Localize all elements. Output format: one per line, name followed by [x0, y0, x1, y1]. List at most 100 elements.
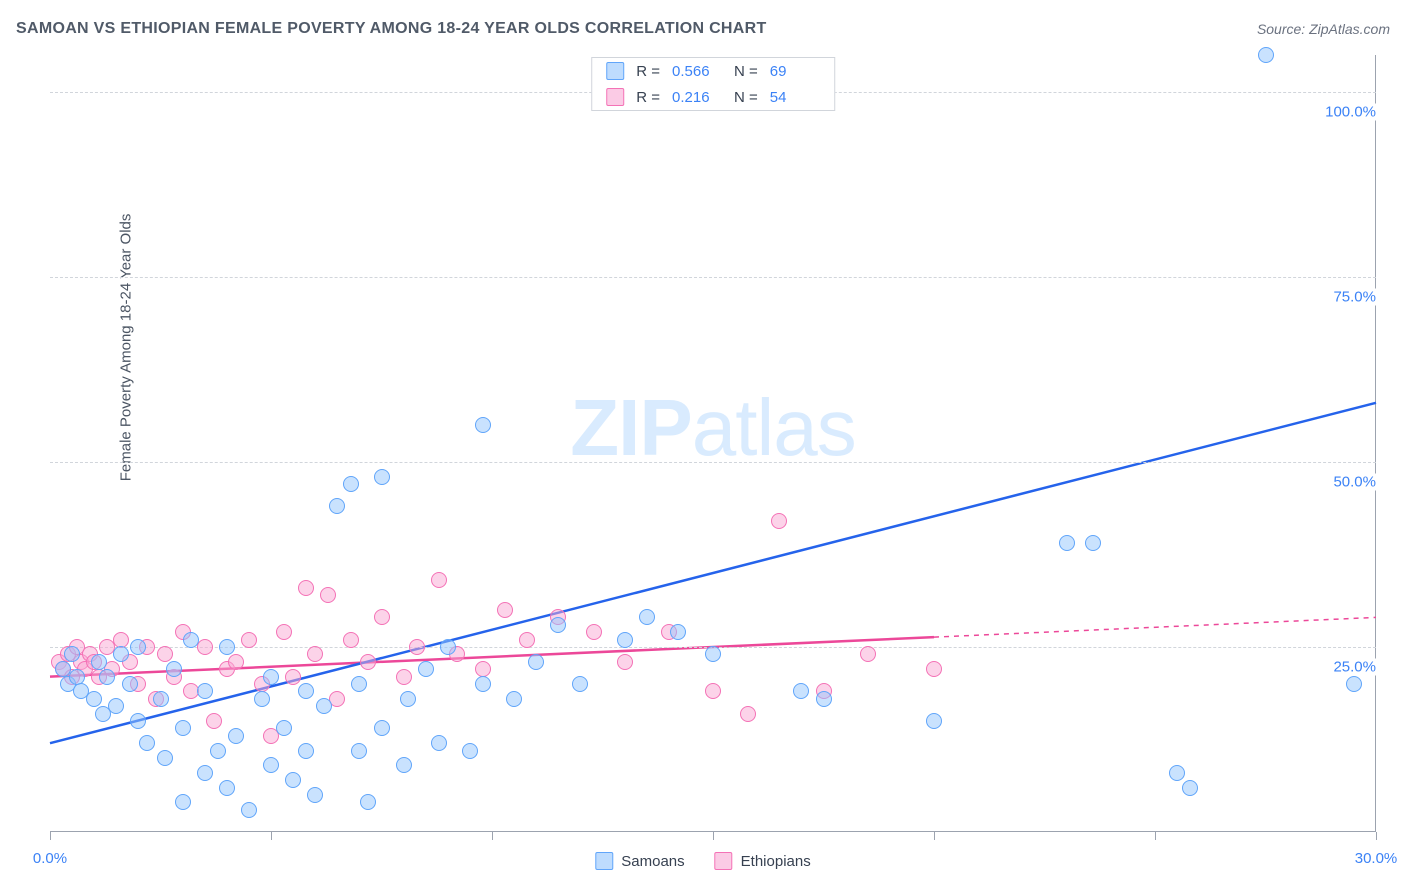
data-point-ethiopians — [617, 654, 633, 670]
data-point-samoans — [1182, 780, 1198, 796]
data-point-ethiopians — [241, 632, 257, 648]
data-point-samoans — [108, 698, 124, 714]
y-tick-label: 25.0% — [1329, 659, 1380, 676]
data-point-samoans — [175, 794, 191, 810]
data-point-ethiopians — [298, 580, 314, 596]
data-point-samoans — [1258, 47, 1274, 63]
x-tick — [271, 832, 272, 840]
data-point-samoans — [219, 780, 235, 796]
r-value: 0.216 — [672, 89, 722, 106]
legend-stat-row: R = 0.216 N = 54 — [592, 84, 834, 110]
data-point-samoans — [396, 757, 412, 773]
data-point-samoans — [153, 691, 169, 707]
data-point-samoans — [183, 632, 199, 648]
data-point-samoans — [130, 713, 146, 729]
data-point-samoans — [926, 713, 942, 729]
source-link[interactable]: ZipAtlas.com — [1309, 21, 1390, 37]
gridline — [50, 462, 1376, 463]
data-point-samoans — [475, 676, 491, 692]
data-point-samoans — [241, 802, 257, 818]
data-point-samoans — [166, 661, 182, 677]
data-point-ethiopians — [320, 587, 336, 603]
source-credit: Source: ZipAtlas.com — [1257, 21, 1390, 37]
trend-ethiopians-solid — [50, 637, 934, 676]
data-point-samoans — [440, 639, 456, 655]
data-point-samoans — [670, 624, 686, 640]
data-point-samoans — [329, 498, 345, 514]
data-point-samoans — [130, 639, 146, 655]
data-point-samoans — [793, 683, 809, 699]
r-label: R = — [636, 63, 660, 80]
data-point-ethiopians — [206, 713, 222, 729]
data-point-samoans — [219, 639, 235, 655]
data-point-samoans — [91, 654, 107, 670]
data-point-samoans — [254, 691, 270, 707]
data-point-ethiopians — [374, 609, 390, 625]
data-point-samoans — [263, 757, 279, 773]
data-point-ethiopians — [276, 624, 292, 640]
data-point-samoans — [113, 646, 129, 662]
n-value: 69 — [770, 63, 820, 80]
legend-swatch — [715, 852, 733, 870]
data-point-samoans — [528, 654, 544, 670]
chart-title: SAMOAN VS ETHIOPIAN FEMALE POVERTY AMONG… — [16, 20, 767, 38]
data-point-ethiopians — [705, 683, 721, 699]
x-tick-label: 30.0% — [1355, 850, 1398, 867]
data-point-samoans — [298, 743, 314, 759]
data-point-ethiopians — [396, 669, 412, 685]
data-point-samoans — [139, 735, 155, 751]
data-point-samoans — [639, 609, 655, 625]
data-point-ethiopians — [228, 654, 244, 670]
data-point-samoans — [572, 676, 588, 692]
data-point-samoans — [351, 676, 367, 692]
data-point-samoans — [276, 720, 292, 736]
n-value: 54 — [770, 89, 820, 106]
data-point-ethiopians — [740, 706, 756, 722]
legend-series: Samoans Ethiopians — [595, 852, 810, 870]
data-point-ethiopians — [285, 669, 301, 685]
x-tick — [1155, 832, 1156, 840]
data-point-samoans — [360, 794, 376, 810]
data-point-samoans — [197, 765, 213, 781]
data-point-samoans — [263, 669, 279, 685]
data-point-samoans — [285, 772, 301, 788]
data-point-samoans — [157, 750, 173, 766]
legend-series-label: Ethiopians — [741, 853, 811, 870]
data-point-samoans — [374, 469, 390, 485]
gridline — [50, 277, 1376, 278]
x-tick — [713, 832, 714, 840]
r-label: R = — [636, 89, 660, 106]
legend-swatch — [606, 88, 624, 106]
x-tick-label: 0.0% — [33, 850, 67, 867]
n-label: N = — [734, 63, 758, 80]
data-point-samoans — [343, 476, 359, 492]
legend-series-label: Samoans — [621, 853, 684, 870]
legend-series-item: Ethiopians — [715, 852, 811, 870]
legend-stat-row: R =0.566N =69 — [592, 58, 834, 84]
data-point-samoans — [617, 632, 633, 648]
data-point-samoans — [506, 691, 522, 707]
data-point-samoans — [374, 720, 390, 736]
y-axis-right-line — [1375, 55, 1376, 832]
data-point-samoans — [462, 743, 478, 759]
y-tick-label: 50.0% — [1329, 474, 1380, 491]
data-point-ethiopians — [343, 632, 359, 648]
legend-swatch — [606, 62, 624, 80]
data-point-samoans — [64, 646, 80, 662]
data-point-samoans — [475, 417, 491, 433]
legend-stats-box: R =0.566N =69R =0.216N =54 — [591, 57, 835, 111]
data-point-samoans — [1085, 535, 1101, 551]
data-point-samoans — [351, 743, 367, 759]
data-point-ethiopians — [586, 624, 602, 640]
x-tick — [50, 832, 51, 840]
data-point-samoans — [210, 743, 226, 759]
data-point-ethiopians — [771, 513, 787, 529]
x-tick — [492, 832, 493, 840]
data-point-samoans — [1059, 535, 1075, 551]
chart-header: SAMOAN VS ETHIOPIAN FEMALE POVERTY AMONG… — [16, 20, 1390, 38]
data-point-samoans — [69, 669, 85, 685]
y-tick-label: 75.0% — [1329, 289, 1380, 306]
data-point-samoans — [175, 720, 191, 736]
n-label: N = — [734, 89, 758, 106]
data-point-ethiopians — [497, 602, 513, 618]
